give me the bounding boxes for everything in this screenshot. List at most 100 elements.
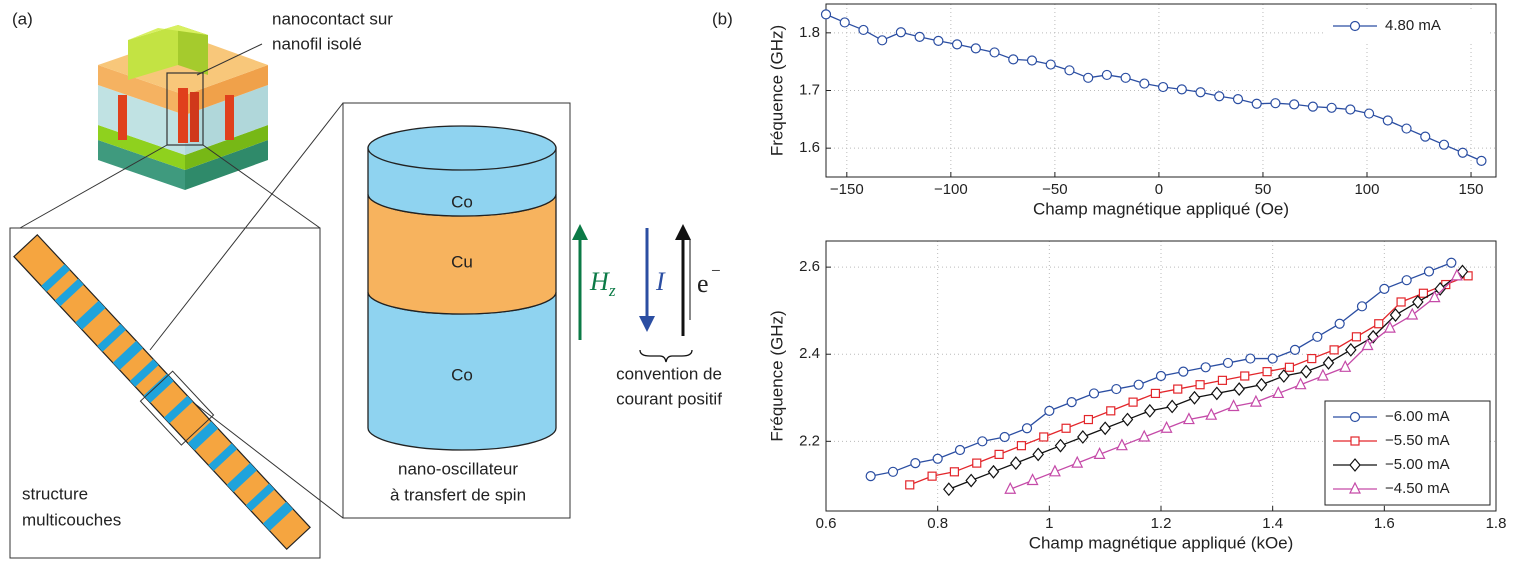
marker [1396, 297, 1406, 307]
caption: à transfert de spin [390, 485, 526, 504]
field-label: H [589, 267, 610, 296]
marker [1083, 72, 1094, 83]
arrows [572, 224, 693, 363]
marker [1412, 295, 1424, 309]
marker [1233, 382, 1245, 397]
marker [1144, 403, 1156, 418]
electron-label: e [697, 269, 709, 298]
marker [932, 453, 943, 464]
marker [1240, 371, 1250, 381]
marker [1379, 283, 1390, 295]
panel-label: (a) [12, 9, 33, 28]
x-tick-label: 1.8 [1486, 515, 1507, 532]
marker [1401, 275, 1412, 286]
marker [1008, 54, 1019, 65]
marker [865, 471, 876, 482]
marker [1178, 366, 1189, 377]
marker [1188, 390, 1201, 405]
marker [1334, 318, 1345, 329]
marker [1361, 338, 1374, 351]
marker [1307, 353, 1317, 364]
marker [1176, 84, 1187, 95]
marker [1004, 481, 1017, 494]
legend-label: −4.50 mA [1385, 480, 1450, 497]
marker [954, 444, 966, 456]
x-tick-label: 150 [1459, 181, 1484, 198]
marker [977, 436, 988, 447]
marker [1222, 357, 1234, 369]
marker [910, 457, 921, 469]
marker [1106, 406, 1116, 416]
marker [1010, 456, 1022, 471]
marker [1182, 412, 1195, 425]
marker [933, 35, 944, 47]
marker [1064, 65, 1075, 76]
marker [1383, 320, 1396, 333]
marker [1307, 101, 1318, 112]
marker [989, 47, 1000, 58]
y-axis-label: Fréquence (GHz) [767, 25, 786, 156]
marker [1418, 288, 1429, 298]
marker [1121, 412, 1134, 427]
marker [972, 458, 982, 468]
marker [1054, 438, 1067, 453]
marker [1356, 301, 1368, 312]
marker [1446, 257, 1457, 268]
marker [1101, 69, 1113, 81]
legend-marker [1349, 481, 1361, 494]
marker [1195, 87, 1206, 98]
marker [1289, 99, 1300, 110]
marker [1232, 94, 1244, 105]
x-axis-label: Champ magnétique appliqué (kOe) [1029, 533, 1294, 552]
marker [1026, 473, 1039, 486]
marker [887, 466, 899, 477]
marker [1200, 362, 1211, 373]
layer-label: Cu [451, 252, 473, 271]
marker [1115, 438, 1128, 451]
annotation: nanocontact sur [272, 9, 393, 28]
device-block [98, 25, 268, 190]
marker [1423, 266, 1435, 277]
marker [999, 431, 1010, 443]
marker [1456, 264, 1469, 279]
marker [1374, 319, 1384, 329]
marker [1262, 367, 1272, 377]
marker [1284, 362, 1295, 372]
marker [1329, 345, 1339, 355]
marker [1039, 432, 1049, 442]
marker [1326, 102, 1337, 113]
annotation: convention de [616, 364, 722, 383]
marker [1048, 464, 1061, 477]
marker [1088, 388, 1100, 399]
marker [987, 464, 1000, 479]
marker [1339, 359, 1352, 372]
marker [1294, 377, 1307, 390]
marker [1016, 441, 1027, 451]
marker [905, 480, 915, 490]
marker [1150, 388, 1161, 399]
marker [965, 473, 977, 488]
marker [949, 467, 960, 477]
x-tick-label: 0 [1155, 181, 1163, 198]
marker [1133, 379, 1144, 390]
legend-marker [1350, 436, 1360, 446]
x-tick-label: 100 [1354, 181, 1379, 198]
marker [1173, 384, 1183, 394]
marker [1160, 420, 1173, 433]
x-tick-label: 0.8 [927, 515, 948, 532]
marker [1312, 331, 1323, 342]
x-tick-label: −100 [934, 181, 968, 198]
caption: structure [22, 484, 88, 503]
marker [1155, 370, 1167, 382]
marker [858, 24, 869, 36]
marker [877, 35, 888, 46]
marker [1289, 344, 1301, 355]
marker [1316, 368, 1329, 381]
marker [1071, 455, 1084, 468]
layer-label: Co [451, 192, 473, 211]
y-tick-label: 2.6 [799, 258, 820, 275]
marker [1438, 139, 1450, 150]
current-label: I [655, 267, 666, 296]
cylinder [367, 125, 557, 451]
x-tick-label: 50 [1255, 181, 1272, 198]
